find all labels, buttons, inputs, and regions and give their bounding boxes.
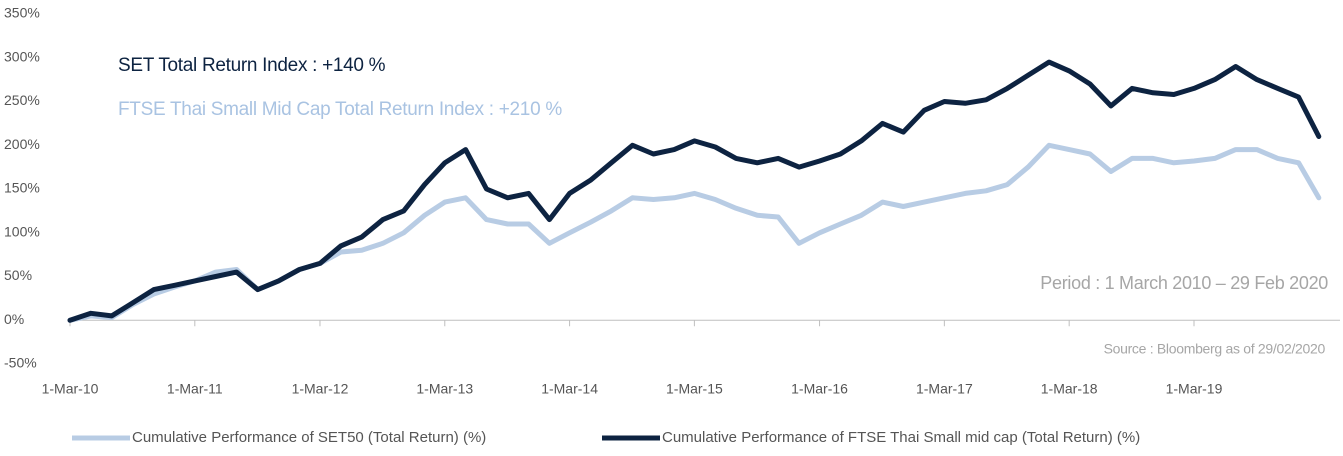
x-tick-label: 1-Mar-18 <box>1041 381 1098 397</box>
y-tick-label: 0% <box>4 311 24 327</box>
legend-label: Cumulative Performance of SET50 (Total R… <box>132 429 486 446</box>
y-tick-label: -50% <box>4 355 37 371</box>
x-tick-label: 1-Mar-13 <box>416 381 473 397</box>
y-tick-label: 200% <box>4 136 40 152</box>
y-tick-label: 300% <box>4 48 40 64</box>
x-tick-label: 1-Mar-11 <box>167 381 223 397</box>
x-tick-label: 1-Mar-15 <box>666 381 723 397</box>
annotation: FTSE Thai Small Mid Cap Total Return Ind… <box>118 99 562 120</box>
annotation: Period : 1 March 2010 – 29 Feb 2020 <box>1040 273 1328 293</box>
x-tick-label: 1-Mar-16 <box>791 381 848 397</box>
series-line <box>67 142 1322 323</box>
annotation: SET Total Return Index : +140 % <box>118 55 386 76</box>
y-tick-label: 150% <box>4 180 40 196</box>
x-tick-label: 1-Mar-17 <box>916 381 973 397</box>
series-line <box>67 59 1322 323</box>
x-tick-label: 1-Mar-14 <box>541 381 598 397</box>
y-tick-label: 100% <box>4 223 40 239</box>
x-tick-label: 1-Mar-12 <box>292 381 349 397</box>
y-tick-label: 250% <box>4 92 40 108</box>
y-tick-label: 350% <box>4 5 40 21</box>
x-tick-label: 1-Mar-10 <box>42 381 99 397</box>
annotation: Source : Bloomberg as of 29/02/2020 <box>1104 341 1326 357</box>
y-tick-label: 50% <box>4 267 32 283</box>
legend-label: Cumulative Performance of FTSE Thai Smal… <box>662 429 1140 446</box>
x-tick-label: 1-Mar-19 <box>1166 381 1223 397</box>
